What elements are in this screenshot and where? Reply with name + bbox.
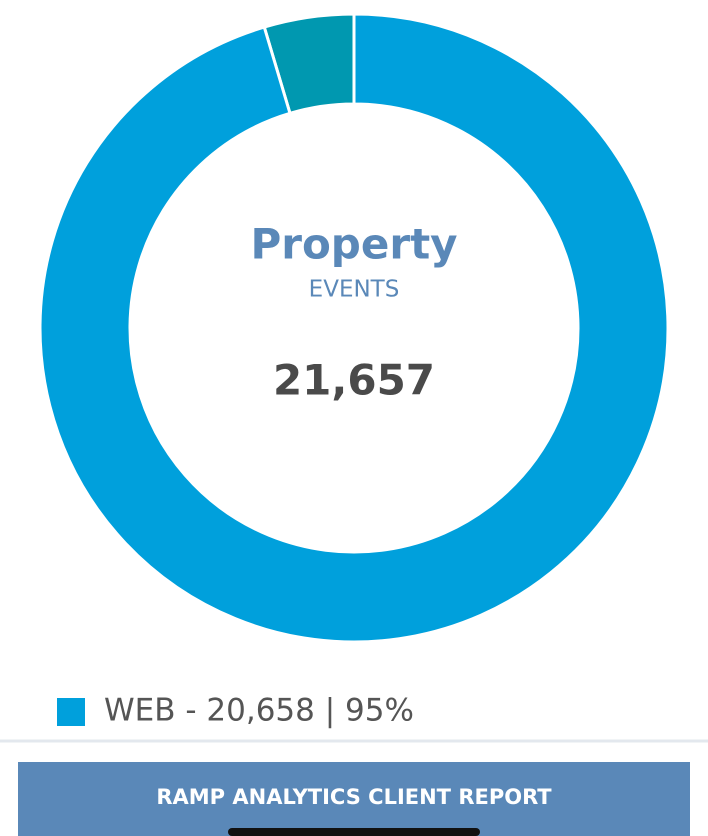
- center-value: 21,657: [273, 356, 435, 405]
- legend-label: WEB - 20,658 | 95%: [104, 693, 414, 729]
- center-subtitle: EVENTS: [309, 277, 400, 303]
- footer-text: RAMP ANALYTICS CLIENT REPORT: [156, 785, 552, 809]
- center-title: Property: [250, 220, 457, 269]
- footer-bar: [18, 762, 690, 836]
- legend-swatch: [57, 698, 85, 726]
- home-indicator: [228, 828, 480, 836]
- donut-segment: [38, 12, 670, 644]
